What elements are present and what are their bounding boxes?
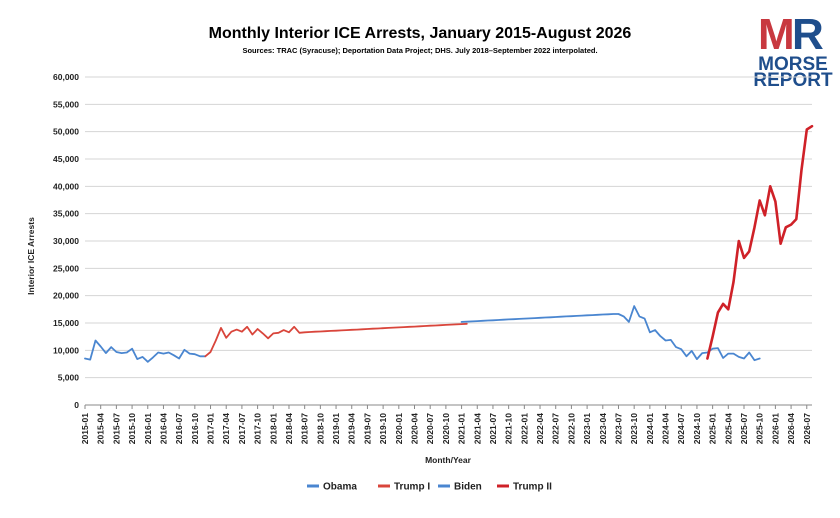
y-tick-label: 15,000 [53, 318, 79, 328]
y-tick-label: 30,000 [53, 236, 79, 246]
y-tick-label: 45,000 [53, 154, 79, 164]
x-tick-label: 2018-07 [300, 413, 310, 444]
x-tick-label: 2017-10 [253, 413, 263, 444]
x-tick-label: 2026-07 [802, 413, 812, 444]
logo-word-morse: MORSE [758, 54, 828, 75]
legend-label: Trump II [513, 482, 552, 493]
x-tick-label: 2024-10 [692, 413, 702, 444]
y-axis-label: Interior ICE Arrests [26, 217, 36, 295]
x-tick-label: 2018-10 [315, 413, 325, 444]
x-tick-label: 2015-04 [96, 413, 106, 444]
x-tick-label: 2025-07 [739, 413, 749, 444]
logo-word-report: REPORT [753, 70, 833, 91]
x-tick-label: 2015-07 [111, 413, 121, 444]
series-line-obama [84, 339, 207, 363]
x-tick-label: 2023-07 [613, 413, 623, 444]
x-tick-label: 2022-04 [535, 413, 545, 444]
logo: M R MORSE REPORT [753, 10, 833, 91]
x-tick-label: 2017-04 [221, 413, 231, 444]
y-tick-label: 10,000 [53, 345, 79, 355]
chart-subtitle: Sources: TRAC (Syracuse); Deportation Da… [242, 46, 597, 55]
x-tick-label: 2019-10 [378, 413, 388, 444]
x-tick-label: 2025-04 [723, 413, 733, 444]
x-tick-label: 2018-04 [284, 413, 294, 444]
x-tick-label: 2016-04 [158, 413, 168, 444]
gridlines [85, 76, 812, 406]
x-tick-label: 2016-07 [174, 413, 184, 444]
x-tick-label: 2016-01 [143, 413, 153, 444]
x-axis-label: Month/Year [425, 455, 472, 465]
x-tick-label: 2021-04 [472, 413, 482, 444]
x-tick-label: 2020-07 [425, 413, 435, 444]
x-tick-label: 2020-04 [410, 413, 420, 444]
series-line-trump-ii [706, 124, 814, 360]
y-tick-label: 35,000 [53, 209, 79, 219]
y-tick-label: 5,000 [58, 373, 80, 383]
x-tick-label: 2022-07 [551, 413, 561, 444]
y-tick-label: 60,000 [53, 72, 79, 82]
x-tick-label: 2020-01 [394, 413, 404, 444]
x-tick-label: 2022-01 [519, 413, 529, 444]
series-line-biden [460, 305, 761, 362]
series-line-trump-i [204, 322, 468, 358]
x-tick-label: 2019-04 [347, 413, 357, 444]
x-tick-label: 2024-01 [645, 413, 655, 444]
x-tick-label: 2021-10 [504, 413, 514, 444]
x-tick-label: 2016-10 [190, 413, 200, 444]
x-tick-label: 2025-01 [708, 413, 718, 444]
y-tick-label: 0 [74, 400, 79, 410]
x-tick-label: 2026-04 [786, 413, 796, 444]
x-tick-label: 2023-01 [582, 413, 592, 444]
legend: Obama Trump I Biden Trump II [307, 482, 552, 493]
x-tick-label: 2026-01 [770, 413, 780, 444]
x-tick-label: 2015-01 [80, 413, 90, 444]
chart-title: Monthly Interior ICE Arrests, January 20… [209, 25, 632, 42]
x-tick-label: 2017-01 [206, 413, 216, 444]
x-tick-label: 2019-01 [331, 413, 341, 444]
x-tick-label: 2018-01 [268, 413, 278, 444]
series-lines [84, 124, 814, 363]
x-tick-label: 2017-07 [237, 413, 247, 444]
y-tick-label: 20,000 [53, 291, 79, 301]
x-tick-label: 2024-07 [676, 413, 686, 444]
x-axis-ticks: 2015-01 2015-04 2015-07 2015-10 2016-01 2016-… [80, 405, 812, 444]
y-tick-label: 50,000 [53, 127, 79, 137]
y-tick-label: 40,000 [53, 181, 79, 191]
legend-label: Trump I [394, 482, 430, 493]
y-tick-label: 55,000 [53, 99, 79, 109]
legend-label: Obama [323, 482, 357, 493]
x-tick-label: 2025-10 [755, 413, 765, 444]
x-tick-label: 2023-04 [598, 413, 608, 444]
x-tick-label: 2023-10 [629, 413, 639, 444]
y-tick-label: 25,000 [53, 263, 79, 273]
logo-mark-r: R [792, 10, 824, 59]
logo-mark-m: M [758, 10, 795, 59]
x-tick-label: 2019-07 [362, 413, 372, 444]
x-tick-label: 2024-04 [661, 413, 671, 444]
y-axis-ticks: 0 5,000 10,000 15,000 20,000 25,000 30,000 35,0… [53, 72, 79, 410]
x-tick-label: 2021-07 [488, 413, 498, 444]
x-tick-label: 2021-01 [457, 413, 467, 444]
x-tick-label: 2022-10 [566, 413, 576, 444]
x-tick-label: 2015-10 [127, 413, 137, 444]
x-tick-label: 2020-10 [441, 413, 451, 444]
legend-label: Biden [454, 482, 482, 493]
